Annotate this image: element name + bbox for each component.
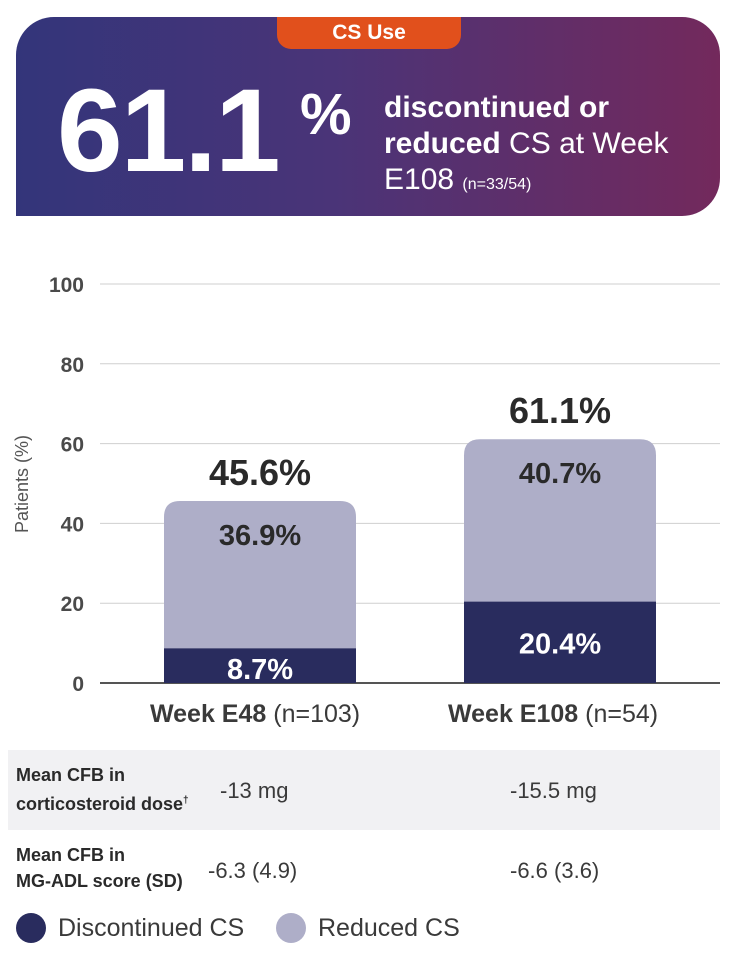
y-axis-label: Patients (%) <box>12 435 32 533</box>
headline-text: discontinued or reduced CS at Week E108 … <box>384 90 704 203</box>
cell-value-e108: -15.5 mg <box>510 778 597 803</box>
data-label-discontinued: 8.7% <box>227 654 293 686</box>
cell-value-e108: -6.6 (3.6) <box>510 858 600 883</box>
data-label-reduced: 40.7% <box>519 458 601 490</box>
headline-percent-sign: % <box>300 82 352 147</box>
bar-segment-reduced <box>464 439 656 602</box>
y-tick-label: 40 <box>61 513 84 536</box>
data-label-total: 61.1% <box>509 390 611 431</box>
y-tick-label: 0 <box>72 673 84 696</box>
row-label-line-2: corticosteroid dose <box>16 794 184 814</box>
table-row-mg-adl: Mean CFB in MG-ADL score (SD) -6.3 (4.9)… <box>8 830 720 910</box>
bar-segment-reduced <box>164 501 356 649</box>
row-label-line-1: Mean CFB in <box>16 765 126 785</box>
y-tick-label: 100 <box>49 274 84 297</box>
category-name: Week E48 <box>150 700 267 728</box>
headline-bold-1: discontinued or <box>384 91 609 124</box>
y-tick-label: 20 <box>61 593 84 616</box>
data-label-total: 45.6% <box>209 452 311 493</box>
cell-value-e48: -13 mg <box>220 778 289 803</box>
legend-item-reduced: Reduced CS <box>276 913 460 943</box>
category-name: Week E108 <box>448 700 579 728</box>
cell-value-e48: -6.3 (4.9) <box>208 858 298 883</box>
category-n: (n=54) <box>585 700 659 728</box>
header-banner <box>16 17 720 216</box>
category-label-week-e108: Week E108 (n=54) <box>448 700 658 729</box>
y-tick-label: 80 <box>61 354 84 377</box>
data-label-discontinued: 20.4% <box>519 628 601 660</box>
row-label-line-1: Mean CFB in <box>16 845 126 865</box>
headline-text-1: CS at Week <box>500 127 669 160</box>
stacked-bar-chart: 0 20 40 60 80 100 Patients (%) 8.7% 36.9% 45.6% 20… <box>12 274 720 696</box>
bar-segment-discontinued <box>164 648 356 683</box>
row-label: Mean CFB in MG-ADL score (SD) <box>16 842 183 894</box>
legend-item-discontinued: Discontinued CS <box>16 913 244 943</box>
row-label-line-2: MG-ADL score (SD) <box>16 871 183 891</box>
category-n: (n=103) <box>273 700 361 728</box>
headline-bold-2: reduced <box>384 127 501 160</box>
legend-swatch-discontinued <box>16 913 46 943</box>
category-label-week-e48: Week E48 (n=103) <box>150 700 360 729</box>
headline-text-2: E108 <box>384 163 463 196</box>
headline-n: (n=33/54) <box>462 176 532 193</box>
legend-label: Discontinued CS <box>58 913 245 942</box>
y-tick-label: 60 <box>61 434 84 457</box>
legend-swatch-reduced <box>276 913 306 943</box>
table-row-cs-dose: Mean CFB in corticosteroid dose† -13 mg … <box>8 750 720 830</box>
data-label-reduced: 36.9% <box>219 520 301 552</box>
legend-label: Reduced CS <box>318 913 460 942</box>
headline-number: 61.1 <box>57 65 281 197</box>
dagger-footnote-mark: † <box>183 795 189 806</box>
cs-use-tag: CS Use <box>277 17 461 49</box>
bar-segment-discontinued <box>464 601 656 683</box>
row-label: Mean CFB in corticosteroid dose† <box>16 762 189 817</box>
